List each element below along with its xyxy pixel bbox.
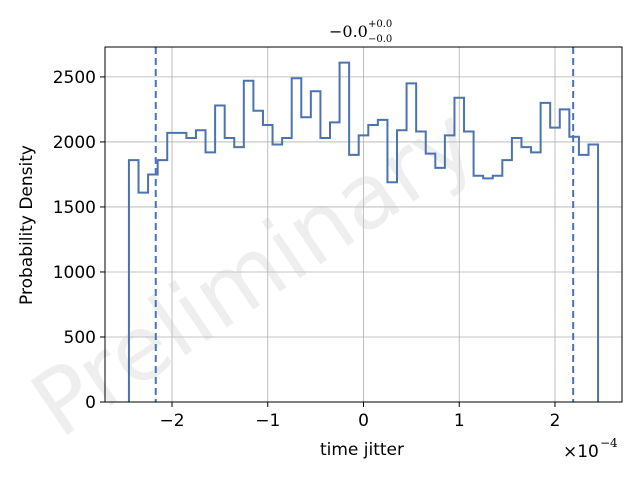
x-tick-label: −2 bbox=[159, 411, 184, 431]
y-tick-label: 2500 bbox=[53, 68, 96, 88]
y-axis-label: Probability Density bbox=[17, 145, 37, 305]
plot-frame bbox=[104, 46, 623, 403]
y-tick-label: 2000 bbox=[53, 133, 96, 153]
y-tick-label: 0 bbox=[85, 393, 96, 413]
x-offset-prefix: ×10 bbox=[563, 442, 599, 462]
x-tick-label: 0 bbox=[358, 411, 369, 431]
y-tick-label: 1000 bbox=[53, 263, 96, 283]
y-axis-ticks: 0 500 1000 1500 2000 2500 bbox=[53, 68, 105, 413]
grid-lines bbox=[105, 47, 622, 403]
title-superscript: +0.0 bbox=[368, 19, 392, 30]
x-axis-ticks: −2 −1 0 1 2 bbox=[159, 402, 560, 431]
x-axis-label: time jitter bbox=[320, 440, 404, 460]
y-tick-label: 500 bbox=[64, 328, 96, 348]
title-subscript: −0.0 bbox=[368, 34, 392, 45]
x-offset-text: ×10 −4 bbox=[563, 436, 618, 462]
plot-series bbox=[127, 47, 600, 402]
title-main: −0.0 bbox=[329, 22, 368, 41]
y-tick-label: 1500 bbox=[53, 198, 96, 218]
x-tick-label: 2 bbox=[550, 411, 561, 431]
x-tick-label: 1 bbox=[454, 411, 465, 431]
histogram-step-line bbox=[127, 61, 600, 402]
chart-title: −0.0 +0.0 −0.0 bbox=[329, 19, 392, 45]
x-tick-label: −1 bbox=[255, 411, 280, 431]
x-offset-exponent: −4 bbox=[600, 436, 618, 450]
